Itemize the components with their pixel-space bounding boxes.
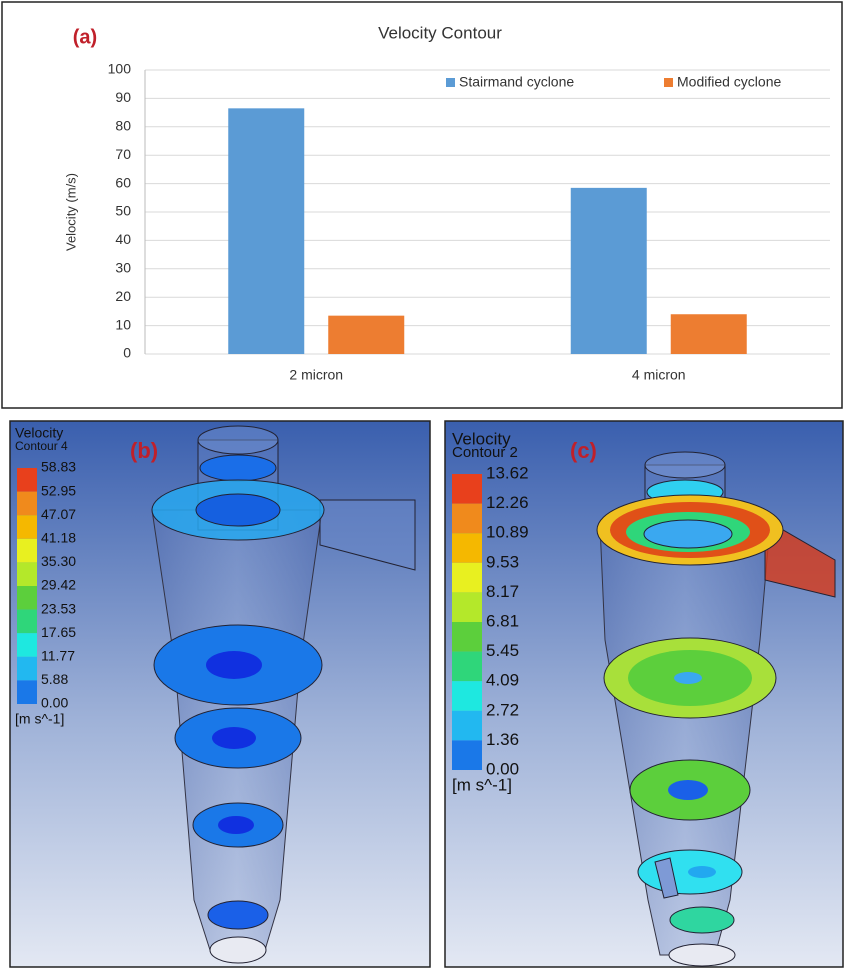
scale-label: 10.89 [486,523,529,542]
y-tick-label: 50 [115,203,131,219]
scale-label: 5.45 [486,641,519,660]
panel-b [10,421,430,967]
bar [671,314,747,354]
panel-label: (a) [73,26,97,48]
y-tick-label: 100 [108,61,132,77]
scale-band [17,562,37,586]
legend-unit: [m s^-1] [15,711,64,727]
y-tick-label: 40 [115,231,131,247]
scale-label: 41.18 [41,530,76,546]
y-tick-label: 90 [115,89,131,105]
contour-core [212,727,256,749]
scale-label: 11.77 [41,648,75,664]
outlet [669,944,735,966]
scale-label: 12.26 [486,493,529,512]
scale-band [452,740,482,770]
y-tick-label: 80 [115,118,131,134]
y-tick-label: 0 [123,345,131,361]
y-axis-label: Velocity (m/s) [63,173,78,251]
contour-plane [200,455,276,481]
contour-plane [670,907,734,933]
panel-label: (b) [130,438,158,463]
contour-ring [644,520,732,548]
x-tick-label: 2 micron [289,367,343,383]
scale-label: 0.00 [41,695,68,711]
bar [328,316,404,354]
scale-label: 47.07 [41,506,76,522]
scale-band [452,533,482,563]
outlet [210,937,266,963]
scale-band [17,539,37,563]
contour-plane [645,452,725,478]
scale-band [452,622,482,652]
contour-plane [196,494,280,526]
scale-label: 6.81 [486,611,519,630]
legend-swatch [446,78,455,87]
figure: (a) Velocity Contour Velocity (m/s) 0 10 2… [0,0,845,968]
page: (a) Velocity Contour Velocity (m/s) 0 10 2… [0,0,845,973]
scale-label: 9.53 [486,552,519,571]
legend-subtitle: Contour 4 [15,439,68,453]
scale-band [17,657,37,681]
y-tick-label: 70 [115,146,131,162]
y-tick-label: 20 [115,288,131,304]
scale-label: 58.83 [41,459,76,475]
legend-label: Stairmand cyclone [459,74,574,90]
contour-plane [198,426,278,454]
scale-band [452,681,482,711]
contour-core [668,780,708,800]
scale-band [17,468,37,492]
scale-label: 1.36 [486,730,519,749]
scale-band [452,652,482,682]
legend-unit: [m s^-1] [452,775,512,794]
scale-band [17,610,37,634]
contour-plane [208,901,268,929]
scale-label: 52.95 [41,482,76,498]
scale-label: 17.65 [41,624,76,640]
scale-label: 2.72 [486,700,519,719]
contour-core [674,672,702,684]
contour-core [218,816,254,834]
legend-subtitle: Contour 2 [452,444,518,461]
scale-band [17,586,37,610]
scale-label: 29.42 [41,577,76,593]
scale-band [452,592,482,622]
scale-band [452,504,482,534]
y-tick-label: 10 [115,316,131,332]
scale-band [452,711,482,741]
scale-band [452,474,482,504]
y-tick-label: 30 [115,260,131,276]
contour-core [206,651,262,679]
scale-label: 4.09 [486,671,519,690]
scale-label: 5.88 [41,671,68,687]
contour-core [688,866,716,878]
scale-band [17,680,37,704]
scale-label: 35.30 [41,553,76,569]
scale-label: 23.53 [41,600,76,616]
scale-band [17,515,37,539]
legend-label: Modified cyclone [677,74,781,90]
bar [571,188,647,354]
x-tick-label: 4 micron [632,367,686,383]
scale-label: 8.17 [486,582,519,601]
y-tick-label: 60 [115,174,131,190]
scale-band [452,563,482,593]
scale-label: 13.62 [486,463,529,482]
bar [228,108,304,354]
panel-label: (c) [570,438,597,463]
chart-title: Velocity Contour [378,23,502,42]
scale-band [17,633,37,657]
legend-swatch [664,78,673,87]
scale-band [17,492,37,516]
